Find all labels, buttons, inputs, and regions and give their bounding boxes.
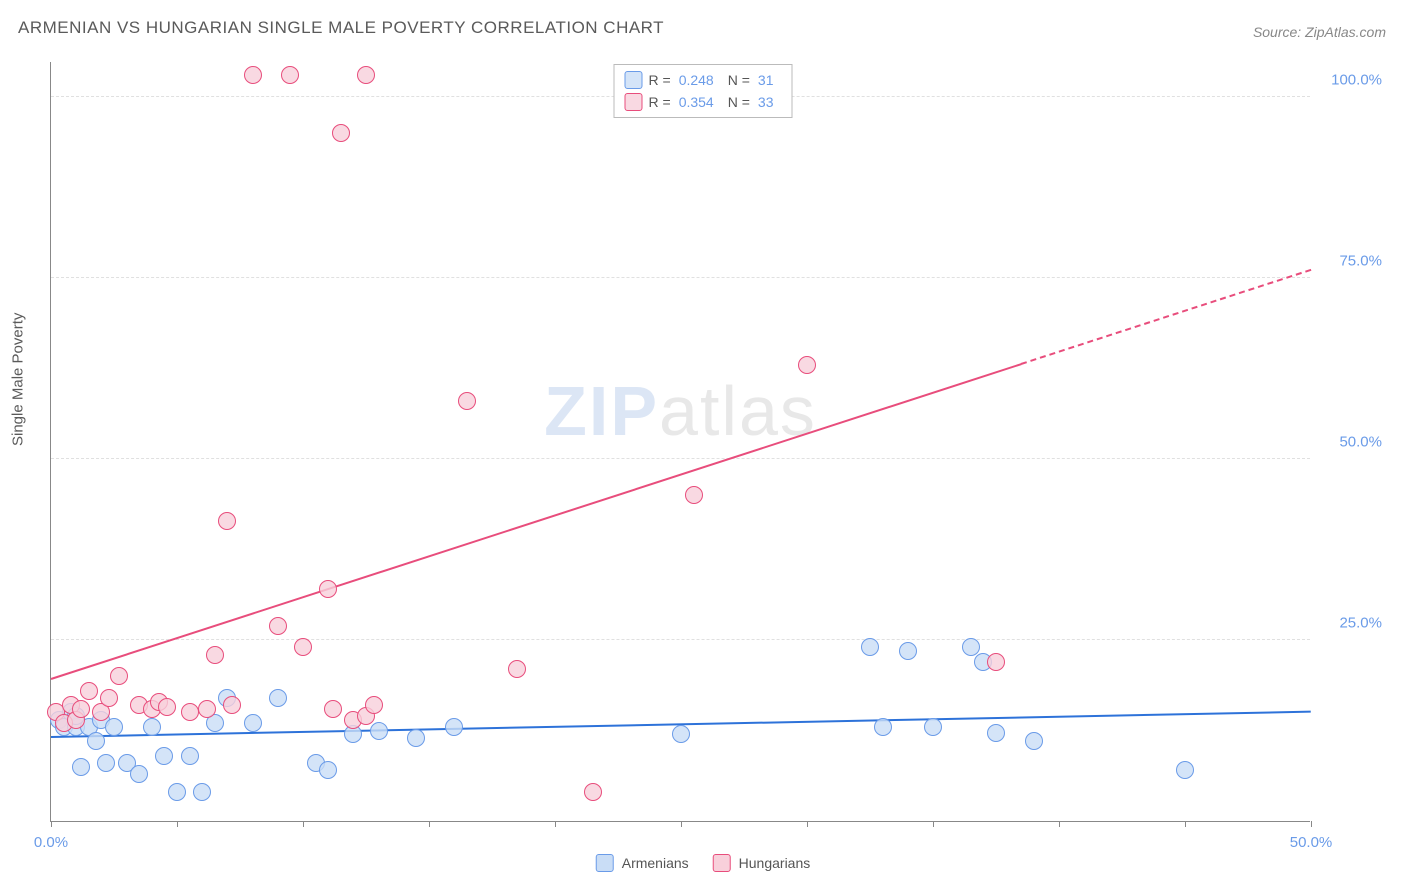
legend-n-label: N =: [728, 94, 750, 110]
scatter-point: [319, 580, 337, 598]
legend-series: Armenians Hungarians: [596, 854, 811, 872]
scatter-point: [1176, 761, 1194, 779]
watermark-zip: ZIP: [544, 372, 659, 450]
scatter-point: [332, 124, 350, 142]
scatter-point: [357, 66, 375, 84]
x-tick: [429, 821, 430, 827]
scatter-point: [218, 512, 236, 530]
scatter-point: [72, 700, 90, 718]
scatter-point: [874, 718, 892, 736]
scatter-point: [281, 66, 299, 84]
scatter-point: [899, 642, 917, 660]
scatter-point: [365, 696, 383, 714]
x-tick: [1311, 821, 1312, 827]
legend-item: Hungarians: [713, 854, 811, 872]
legend-n-label: N =: [728, 72, 750, 88]
scatter-point: [168, 783, 186, 801]
scatter-point: [685, 486, 703, 504]
scatter-point: [158, 698, 176, 716]
scatter-point: [198, 700, 216, 718]
scatter-point: [987, 653, 1005, 671]
scatter-point: [181, 703, 199, 721]
x-tick: [1059, 821, 1060, 827]
x-tick: [1185, 821, 1186, 827]
scatter-point: [72, 758, 90, 776]
x-tick-label: 50.0%: [1290, 834, 1333, 851]
scatter-point: [244, 66, 262, 84]
x-tick: [555, 821, 556, 827]
scatter-point: [861, 638, 879, 656]
legend-r-label: R =: [649, 72, 671, 88]
legend-item: Armenians: [596, 854, 689, 872]
scatter-point: [324, 700, 342, 718]
legend-swatch: [713, 854, 731, 872]
scatter-point: [987, 724, 1005, 742]
legend-label: Armenians: [622, 855, 689, 871]
legend-r-label: R =: [649, 94, 671, 110]
legend-n-value: 31: [758, 72, 774, 88]
legend-row: R = 0.248 N = 31: [625, 69, 782, 91]
y-tick-label: 50.0%: [1339, 434, 1382, 451]
scatter-point: [244, 714, 262, 732]
legend-n-value: 33: [758, 94, 774, 110]
chart-title: ARMENIAN VS HUNGARIAN SINGLE MALE POVERT…: [18, 18, 664, 38]
scatter-point: [110, 667, 128, 685]
scatter-point: [269, 689, 287, 707]
scatter-point: [80, 682, 98, 700]
legend-swatch: [596, 854, 614, 872]
x-tick-label: 0.0%: [34, 834, 68, 851]
scatter-point: [206, 646, 224, 664]
scatter-point: [105, 718, 123, 736]
scatter-point: [269, 617, 287, 635]
legend-label: Hungarians: [739, 855, 811, 871]
legend-r-value: 0.248: [679, 72, 714, 88]
scatter-point: [798, 356, 816, 374]
x-tick: [51, 821, 52, 827]
scatter-point: [87, 732, 105, 750]
gridline: [51, 458, 1310, 459]
scatter-point: [223, 696, 241, 714]
x-tick: [303, 821, 304, 827]
y-tick-label: 75.0%: [1339, 253, 1382, 270]
legend-correlation: R = 0.248 N = 31 R = 0.354 N = 33: [614, 64, 793, 118]
x-tick: [681, 821, 682, 827]
legend-swatch: [625, 93, 643, 111]
y-tick-label: 25.0%: [1339, 615, 1382, 632]
gridline: [51, 639, 1310, 640]
plot-area: ZIPatlas 25.0%50.0%75.0%100.0%0.0%50.0%: [50, 62, 1310, 822]
legend-row: R = 0.354 N = 33: [625, 91, 782, 113]
scatter-point: [319, 761, 337, 779]
x-tick: [933, 821, 934, 827]
scatter-point: [294, 638, 312, 656]
scatter-point: [458, 392, 476, 410]
scatter-point: [1025, 732, 1043, 750]
scatter-point: [445, 718, 463, 736]
watermark: ZIPatlas: [544, 371, 817, 451]
legend-r-value: 0.354: [679, 94, 714, 110]
x-tick: [807, 821, 808, 827]
scatter-point: [193, 783, 211, 801]
gridline: [51, 277, 1310, 278]
scatter-point: [155, 747, 173, 765]
scatter-point: [407, 729, 425, 747]
scatter-point: [181, 747, 199, 765]
scatter-point: [97, 754, 115, 772]
scatter-point: [100, 689, 118, 707]
scatter-point: [924, 718, 942, 736]
scatter-point: [370, 722, 388, 740]
trend-line-dashed: [1021, 269, 1311, 365]
y-tick-label: 100.0%: [1331, 72, 1382, 89]
chart-source: Source: ZipAtlas.com: [1253, 24, 1386, 40]
trend-line: [51, 363, 1022, 680]
x-tick: [177, 821, 178, 827]
scatter-point: [584, 783, 602, 801]
scatter-point: [143, 718, 161, 736]
scatter-point: [508, 660, 526, 678]
scatter-point: [130, 765, 148, 783]
y-axis-label: Single Male Poverty: [10, 313, 27, 446]
legend-swatch: [625, 71, 643, 89]
scatter-point: [672, 725, 690, 743]
